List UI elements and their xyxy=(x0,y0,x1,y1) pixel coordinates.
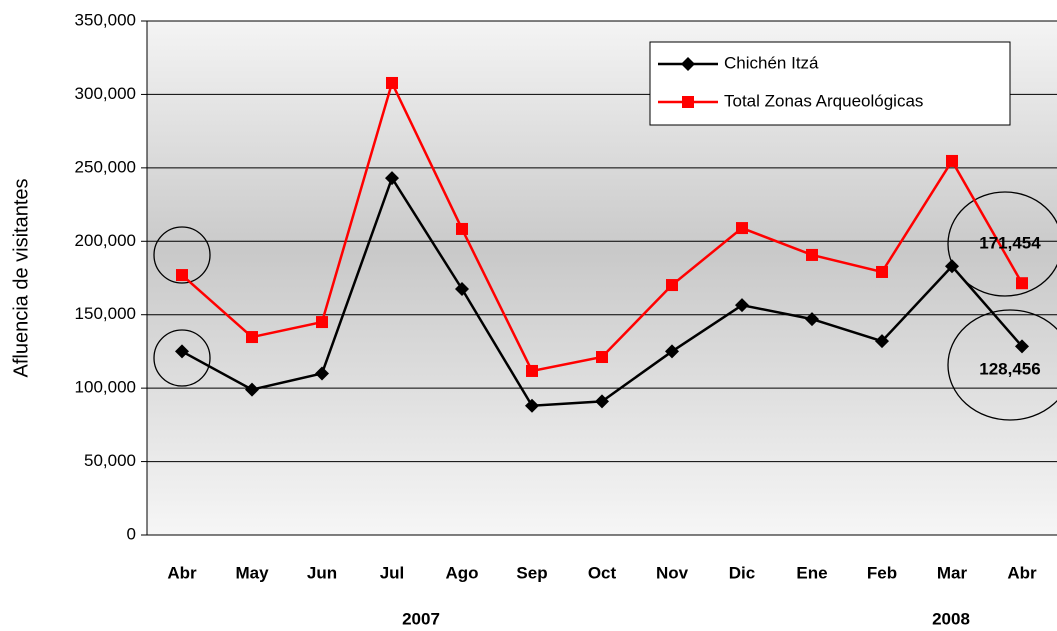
y-tick-label: 350,000 xyxy=(75,10,136,29)
marker xyxy=(385,171,399,186)
marker xyxy=(1015,339,1029,354)
data-label: 171,454 xyxy=(979,233,1041,252)
marker xyxy=(806,248,818,261)
marker xyxy=(1016,277,1028,290)
marker xyxy=(666,279,678,292)
marker xyxy=(315,366,329,381)
y-tick-label: 300,000 xyxy=(75,84,136,103)
marker xyxy=(456,222,468,235)
y-axis-label: Afluencia de visitantes xyxy=(10,178,32,377)
year-label: 2007 xyxy=(402,609,440,628)
y-tick-label: 0 xyxy=(127,524,136,543)
x-tick-label: Nov xyxy=(656,563,689,582)
x-tick-label: Dic xyxy=(729,563,755,582)
marker xyxy=(736,222,748,235)
marker xyxy=(386,76,398,89)
annotation-circle xyxy=(947,191,1057,297)
marker xyxy=(525,398,539,413)
y-tick-label: 100,000 xyxy=(75,378,136,397)
marker xyxy=(595,394,609,409)
x-tick-label: Feb xyxy=(867,563,897,582)
marker xyxy=(176,269,188,282)
marker xyxy=(875,334,889,349)
x-tick-label: Jul xyxy=(380,563,405,582)
marker xyxy=(526,364,538,377)
marker xyxy=(246,331,258,344)
marker xyxy=(945,259,959,274)
x-tick-label: Sep xyxy=(516,563,547,582)
marker xyxy=(946,154,958,167)
x-tick-label: Ago xyxy=(445,563,478,582)
y-tick-label: 200,000 xyxy=(75,231,136,250)
x-tick-label: Abr xyxy=(167,563,197,582)
marker xyxy=(665,344,679,359)
marker xyxy=(682,96,694,108)
annotation-circle xyxy=(947,309,1057,421)
annotation-circle xyxy=(153,226,211,284)
x-tick-label: May xyxy=(235,563,269,582)
legend-label: Chichén Itzá xyxy=(724,53,819,72)
marker xyxy=(245,382,259,397)
marker xyxy=(805,312,819,327)
x-tick-label: Jun xyxy=(307,563,337,582)
x-tick-label: Oct xyxy=(588,563,617,582)
y-tick-label: 50,000 xyxy=(84,451,136,470)
year-label: 2008 xyxy=(932,609,970,628)
marker xyxy=(681,57,695,71)
x-tick-label: Abr xyxy=(1007,563,1037,582)
marker xyxy=(455,282,469,297)
annotation-circle xyxy=(153,329,211,387)
x-tick-label: Ene xyxy=(796,563,827,582)
marker xyxy=(175,344,189,359)
marker xyxy=(596,351,608,364)
y-tick-label: 150,000 xyxy=(75,304,136,323)
y-tick-label: 250,000 xyxy=(75,157,136,176)
marker xyxy=(316,316,328,329)
legend-box xyxy=(649,41,1011,126)
marker xyxy=(735,298,749,313)
marker xyxy=(876,265,888,278)
data-label: 128,456 xyxy=(979,359,1040,378)
x-tick-label: Mar xyxy=(937,563,968,582)
legend-label: Total Zonas Arqueológicas xyxy=(724,91,923,110)
